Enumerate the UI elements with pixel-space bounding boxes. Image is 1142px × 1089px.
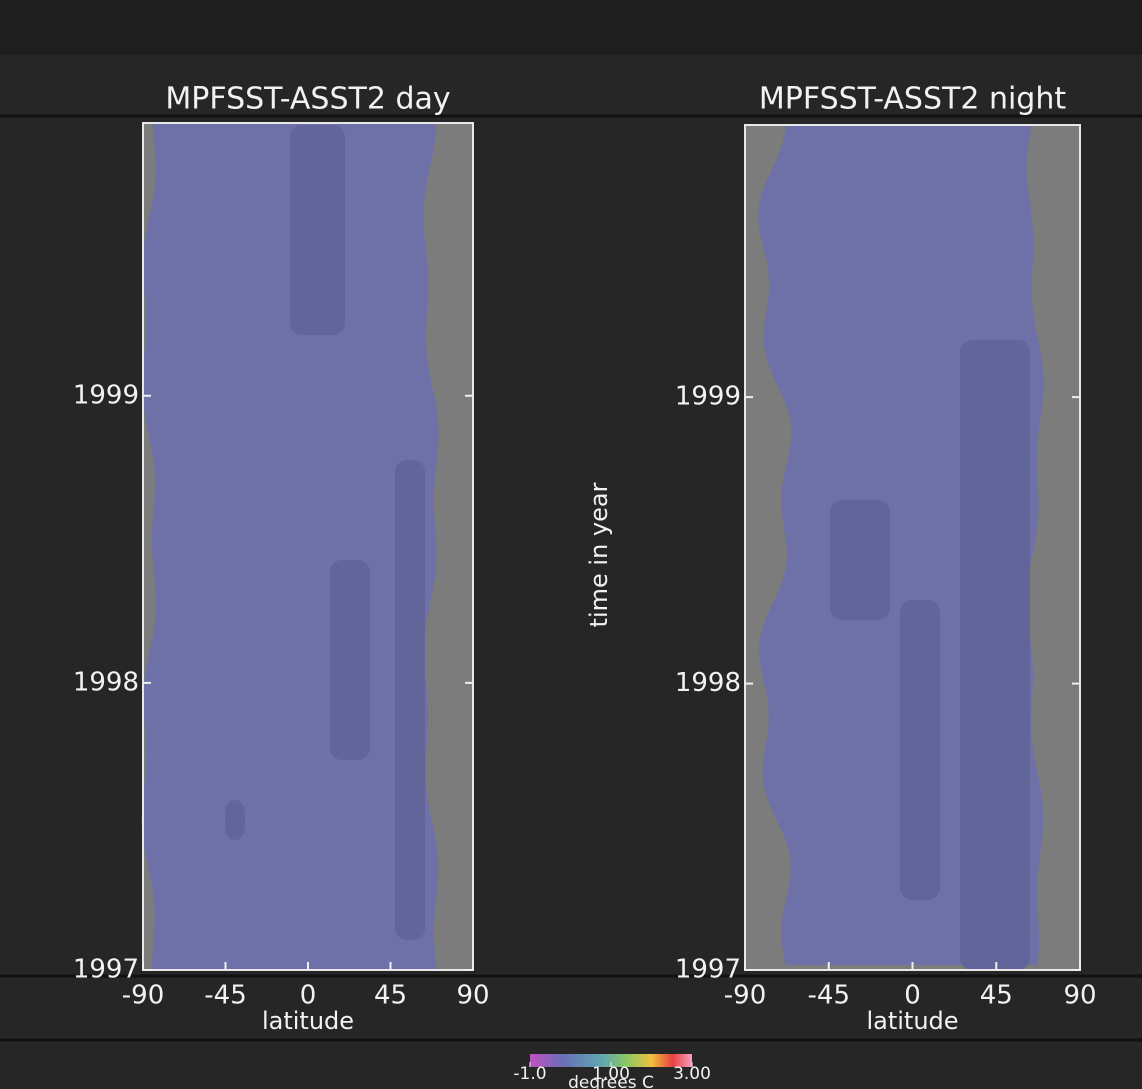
x-tick-label: -90 bbox=[122, 981, 164, 1011]
x-tick-label: 45 bbox=[980, 981, 1013, 1011]
field-patch bbox=[395, 460, 425, 940]
x-tick-label: 0 bbox=[300, 981, 317, 1011]
field-patch bbox=[225, 800, 245, 840]
field-patch bbox=[290, 125, 345, 335]
y-tick-label: 1998 bbox=[73, 667, 139, 697]
y-tick-label: 1999 bbox=[73, 380, 139, 410]
colorbar-label: degrees C bbox=[568, 1073, 654, 1089]
figure: MPFSST-ASST2 day199719981999-90-4504590l… bbox=[0, 0, 1142, 1089]
chart-title: MPFSST-ASST2 night bbox=[759, 82, 1066, 117]
top-band bbox=[0, 0, 1142, 55]
x-tick-label: -90 bbox=[724, 981, 766, 1011]
x-tick-label: 45 bbox=[374, 981, 407, 1011]
colorbar-tick-label: -1.0 bbox=[513, 1064, 546, 1084]
field-patch bbox=[960, 340, 1030, 970]
x-tick-label: 0 bbox=[904, 981, 921, 1011]
colorbar-tick-label: 3.00 bbox=[673, 1064, 711, 1084]
field-patch bbox=[830, 500, 890, 620]
x-tick-label: -45 bbox=[808, 981, 850, 1011]
field-patch bbox=[900, 600, 940, 900]
y-tick-label: 1998 bbox=[675, 668, 741, 698]
x-axis-label: latitude bbox=[866, 1007, 958, 1035]
y-axis-label: time in year bbox=[585, 482, 613, 627]
x-tick-label: 90 bbox=[1063, 981, 1096, 1011]
field-patch bbox=[330, 560, 370, 760]
x-tick-label: 90 bbox=[456, 981, 489, 1011]
y-tick-label: 1999 bbox=[675, 382, 741, 412]
x-axis-label: latitude bbox=[262, 1007, 354, 1035]
field-patch bbox=[1000, 900, 1020, 960]
x-tick-label: -45 bbox=[204, 981, 246, 1011]
chart-title: MPFSST-ASST2 day bbox=[165, 82, 450, 117]
